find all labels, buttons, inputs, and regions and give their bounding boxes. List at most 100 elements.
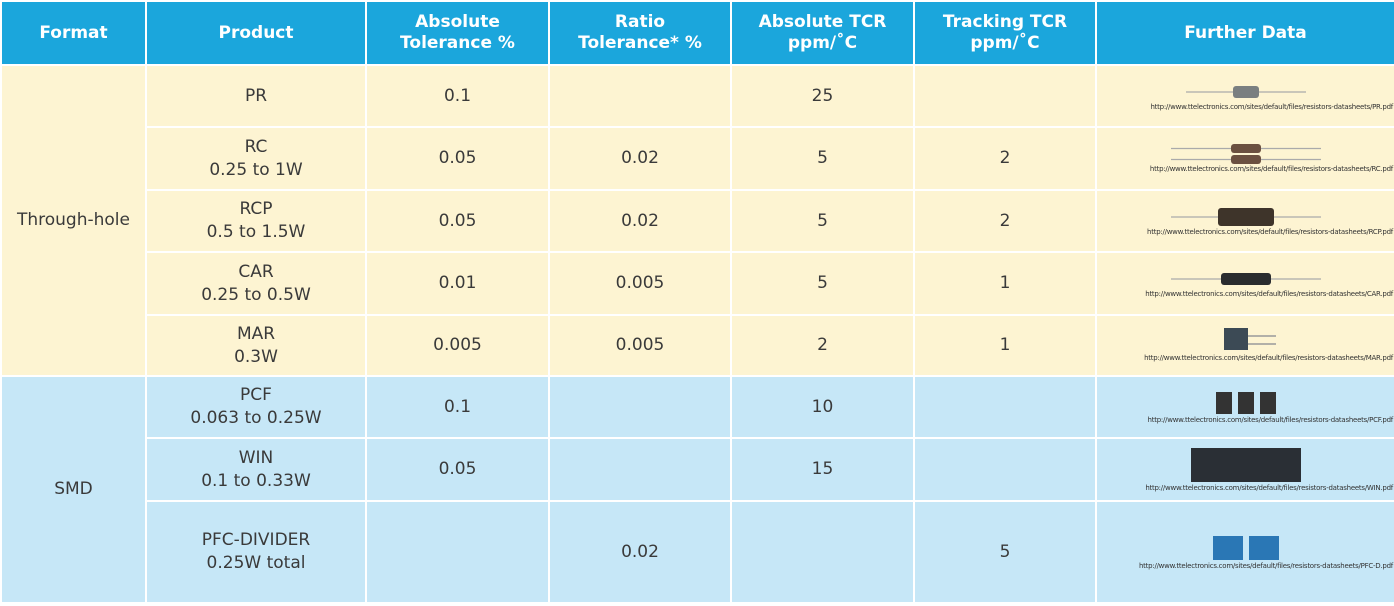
header-line: Absolute [367, 12, 548, 33]
value-cell: 0.05 [366, 127, 549, 190]
product-image [1201, 534, 1291, 562]
value-cell: 1 [914, 252, 1096, 315]
product-image [1191, 390, 1301, 416]
header-line: ppm/˚C [732, 33, 913, 54]
product-cell: PR [146, 65, 366, 127]
header-line: ppm/˚C [915, 33, 1095, 54]
value-cell: 25 [731, 65, 914, 127]
header-line: Tolerance % [367, 33, 548, 54]
column-header: Further Data [1096, 1, 1394, 65]
value-cell: 0.1 [366, 376, 549, 438]
value-cell [914, 376, 1096, 438]
datasheet-link[interactable]: http://www.ttelectronics.com/sites/defau… [1097, 228, 1394, 237]
value-cell: 0.05 [366, 190, 549, 252]
value-cell: 10 [731, 376, 914, 438]
datasheet-link[interactable]: http://www.ttelectronics.com/sites/defau… [1097, 416, 1394, 425]
datasheet-link[interactable]: http://www.ttelectronics.com/sites/defau… [1097, 103, 1394, 112]
spec-table: FormatProductAbsoluteTolerance %RatioTol… [0, 0, 1394, 604]
value-cell: 5 [731, 127, 914, 190]
datasheet-link[interactable]: http://www.ttelectronics.com/sites/defau… [1097, 484, 1394, 493]
header-line: Further Data [1097, 23, 1394, 44]
value-cell: 5 [731, 252, 914, 315]
value-cell: 5 [914, 501, 1096, 603]
value-cell: 0.01 [366, 252, 549, 315]
value-cell [914, 438, 1096, 501]
datasheet-link[interactable]: http://www.ttelectronics.com/sites/defau… [1097, 290, 1394, 299]
column-header: Product [146, 1, 366, 65]
further-data-cell: http://www.ttelectronics.com/sites/defau… [1096, 438, 1394, 501]
header-line: Product [147, 23, 365, 44]
header-line: Absolute TCR [732, 12, 913, 33]
format-cell: Through-hole [1, 65, 146, 376]
value-cell: 2 [731, 315, 914, 376]
value-cell [731, 501, 914, 603]
value-cell: 5 [731, 190, 914, 252]
product-line: PR [147, 85, 365, 108]
datasheet-link[interactable]: http://www.ttelectronics.com/sites/defau… [1097, 562, 1394, 571]
product-image [1186, 81, 1306, 103]
value-cell: 0.05 [366, 438, 549, 501]
further-data-cell: http://www.ttelectronics.com/sites/defau… [1096, 252, 1394, 315]
product-line: 0.063 to 0.25W [147, 407, 365, 430]
value-cell: 0.02 [549, 501, 731, 603]
product-image [1171, 268, 1321, 290]
value-cell [366, 501, 549, 603]
page: FormatProductAbsoluteTolerance %RatioTol… [0, 0, 1394, 606]
product-image [1171, 143, 1321, 165]
product-line: 0.5 to 1.5W [147, 221, 365, 244]
header-line: Tolerance* % [550, 33, 730, 54]
value-cell: 0.02 [549, 190, 731, 252]
value-cell [914, 65, 1096, 127]
product-image [1171, 206, 1321, 228]
further-data-cell: http://www.ttelectronics.com/sites/defau… [1096, 315, 1394, 376]
value-cell: 0.005 [549, 315, 731, 376]
datasheet-link[interactable]: http://www.ttelectronics.com/sites/defau… [1097, 354, 1394, 363]
value-cell: 0.005 [366, 315, 549, 376]
value-cell: 0.005 [549, 252, 731, 315]
product-line: 0.25 to 1W [147, 159, 365, 182]
value-cell: 2 [914, 190, 1096, 252]
product-line: PFC-DIVIDER [147, 529, 365, 552]
header-line: Tracking TCR [915, 12, 1095, 33]
product-line: 0.3W [147, 346, 365, 369]
value-cell: 1 [914, 315, 1096, 376]
product-line: 0.25W total [147, 552, 365, 575]
product-line: 0.25 to 0.5W [147, 284, 365, 307]
product-line: RCP [147, 198, 365, 221]
product-line: RC [147, 136, 365, 159]
header-line: Ratio [550, 12, 730, 33]
further-data-cell: http://www.ttelectronics.com/sites/defau… [1096, 65, 1394, 127]
product-line: MAR [147, 323, 365, 346]
product-line: WIN [147, 447, 365, 470]
further-data-cell: http://www.ttelectronics.com/sites/defau… [1096, 376, 1394, 438]
product-line: PCF [147, 384, 365, 407]
value-cell [549, 438, 731, 501]
column-header: Format [1, 1, 146, 65]
datasheet-link[interactable]: http://www.ttelectronics.com/sites/defau… [1097, 165, 1394, 174]
value-cell [549, 376, 731, 438]
product-image [1186, 446, 1306, 484]
further-data-cell: http://www.ttelectronics.com/sites/defau… [1096, 501, 1394, 603]
product-line: CAR [147, 261, 365, 284]
value-cell: 15 [731, 438, 914, 501]
header-line: Format [2, 23, 145, 44]
further-data-cell: http://www.ttelectronics.com/sites/defau… [1096, 127, 1394, 190]
further-data-cell: http://www.ttelectronics.com/sites/defau… [1096, 190, 1394, 252]
